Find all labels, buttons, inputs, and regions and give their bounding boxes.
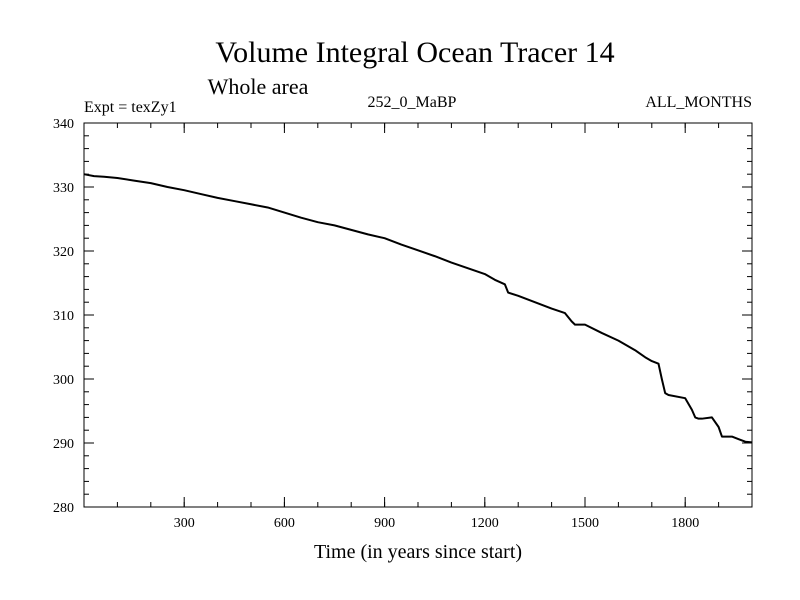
plot-frame bbox=[83, 122, 753, 508]
series-group bbox=[83, 173, 753, 444]
y-tick-label: 340 bbox=[53, 117, 74, 132]
y-tick-label: 310 bbox=[53, 309, 74, 324]
x-tick-label: 1500 bbox=[571, 516, 599, 531]
series-line bbox=[83, 173, 753, 444]
x-axis-label: Time (in years since start) bbox=[314, 541, 522, 563]
x-tick-label: 600 bbox=[274, 516, 295, 531]
months-label: ALL_MONTHS bbox=[645, 94, 752, 111]
y-tick-label: 290 bbox=[53, 437, 74, 452]
x-tick-label: 1200 bbox=[471, 516, 499, 531]
y-tick-label: 300 bbox=[53, 373, 74, 388]
x-tick-label: 900 bbox=[374, 516, 395, 531]
y-tick-label: 280 bbox=[53, 501, 74, 516]
y-tick-label: 320 bbox=[53, 245, 74, 260]
run-label: 252_0_MaBP bbox=[368, 94, 457, 111]
axis-ticks bbox=[84, 122, 752, 508]
chart-title: Volume Integral Ocean Tracer 14 bbox=[215, 36, 614, 69]
tick-labels: 300 600 900 1200 1500 1800 280 290 300 310 320 330 3… bbox=[53, 117, 699, 531]
x-tick-label: 1800 bbox=[671, 516, 699, 531]
experiment-label: Expt = texZy1 bbox=[84, 99, 177, 116]
chart-subtitle: Whole area bbox=[208, 74, 309, 99]
y-tick-label: 330 bbox=[53, 181, 74, 196]
x-tick-label: 300 bbox=[174, 516, 195, 531]
